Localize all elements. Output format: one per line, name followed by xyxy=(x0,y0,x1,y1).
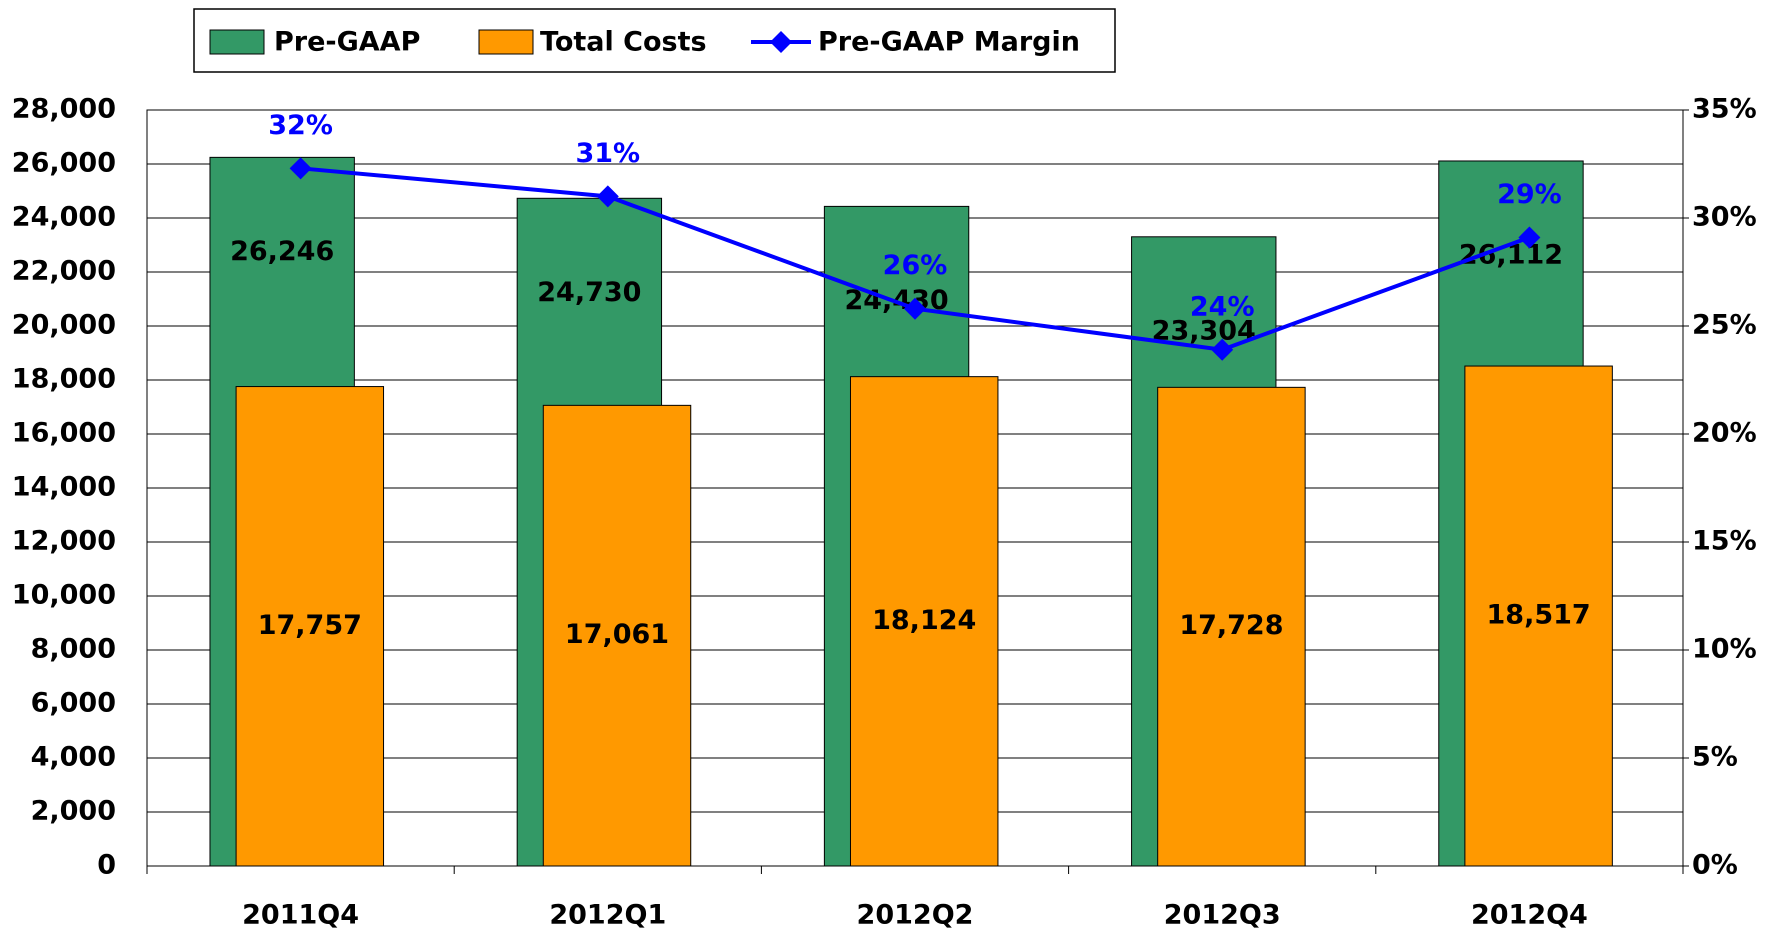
y-tick-label: 4,000 xyxy=(31,742,116,773)
data-label: 32% xyxy=(268,110,333,141)
data-label: 17,061 xyxy=(565,619,669,650)
marker xyxy=(1518,226,1541,249)
y-tick-label: 8,000 xyxy=(31,634,116,665)
bar xyxy=(1464,365,1613,867)
y2-tick-label: 10% xyxy=(1692,634,1757,665)
x-tick-label: 2012Q3 xyxy=(1164,900,1281,931)
y-tick-label: 18,000 xyxy=(12,364,116,395)
bar xyxy=(849,376,999,867)
y2-tick-label: 20% xyxy=(1692,418,1757,449)
marker xyxy=(596,185,619,208)
y2-tick-label: 35% xyxy=(1692,94,1757,125)
y-tick-label: 16,000 xyxy=(12,418,116,449)
data-label: 26,246 xyxy=(230,236,334,267)
data-label: 26% xyxy=(883,250,948,281)
data-label: 17,728 xyxy=(1179,610,1283,641)
y-tick-label: 28,000 xyxy=(12,94,116,125)
data-label: 18,517 xyxy=(1487,600,1591,631)
y2-tick-label: 25% xyxy=(1692,310,1757,341)
x-tick-label: 2012Q2 xyxy=(857,900,974,931)
legend-label: Pre-GAAP xyxy=(274,27,420,58)
legend-marker xyxy=(770,31,792,53)
marker xyxy=(289,157,312,180)
y-tick-label: 20,000 xyxy=(12,310,116,341)
y2-tick-label: 5% xyxy=(1692,742,1738,773)
bar xyxy=(542,404,692,867)
bar xyxy=(235,386,385,867)
legend-label: Total Costs xyxy=(540,27,707,58)
y2-tick-label: 30% xyxy=(1692,202,1757,233)
y-tick-label: 26,000 xyxy=(12,148,116,179)
x-tick-label: 2012Q4 xyxy=(1471,900,1588,931)
y-tick-label: 12,000 xyxy=(12,526,116,557)
legend-label: Pre-GAAP Margin xyxy=(818,27,1080,58)
legend-swatch xyxy=(209,29,265,55)
legend-swatch xyxy=(478,29,534,55)
y-tick-label: 22,000 xyxy=(12,256,116,287)
marker xyxy=(1211,338,1234,361)
y2-tick-label: 0% xyxy=(1692,850,1738,881)
y-tick-label: 10,000 xyxy=(12,580,116,611)
marker xyxy=(904,297,926,320)
y-tick-label: 2,000 xyxy=(31,796,116,827)
data-label: 24,730 xyxy=(537,277,641,308)
x-tick-label: 2011Q4 xyxy=(242,900,359,931)
data-label: 18,124 xyxy=(872,605,976,636)
data-label: 24% xyxy=(1190,291,1255,322)
x-tick-label: 2012Q1 xyxy=(549,900,666,931)
data-label: 31% xyxy=(575,138,640,169)
y-tick-label: 6,000 xyxy=(31,688,116,719)
data-label: 29% xyxy=(1497,179,1562,210)
data-label: 17,757 xyxy=(258,610,362,641)
bar xyxy=(1157,386,1306,867)
y2-tick-label: 15% xyxy=(1692,526,1757,557)
y-tick-label: 0 xyxy=(97,850,116,881)
y-tick-label: 24,000 xyxy=(12,202,116,233)
y-tick-label: 14,000 xyxy=(12,472,116,503)
legend xyxy=(193,8,1116,73)
